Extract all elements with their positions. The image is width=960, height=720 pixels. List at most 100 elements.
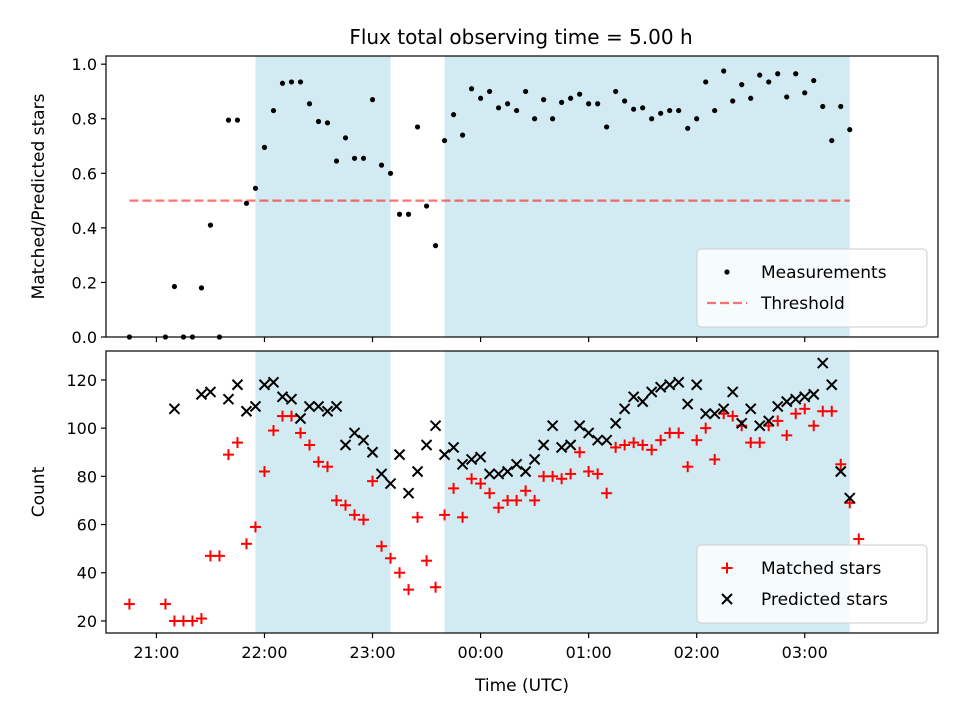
data-point-34-b [492, 468, 505, 480]
data-point-9 [222, 449, 234, 461]
data-point-2-b [195, 388, 208, 401]
data-point-6 [240, 405, 253, 417]
data-point-54-b [672, 376, 685, 389]
data-point-70 [775, 71, 781, 77]
data-point-11 [243, 200, 250, 206]
data-point-29 [405, 211, 412, 217]
data-point-39 [493, 502, 505, 514]
data-point-70-b [817, 357, 829, 369]
y-tick-label: 40 [77, 564, 97, 583]
data-point-49 [627, 391, 640, 403]
legend-marker [724, 269, 730, 275]
data-point-43-b [573, 420, 586, 432]
data-point-51 [645, 386, 658, 398]
data-point-67-b [790, 393, 802, 405]
data-point-6-b [240, 405, 253, 417]
shaded-interval-1 [255, 56, 391, 337]
data-point-17-b [339, 439, 352, 451]
data-point-21-b [375, 468, 388, 480]
data-point-26-b [420, 439, 433, 451]
data-point-53 [663, 379, 676, 391]
data-point-13-b [303, 400, 316, 413]
data-point-64 [721, 68, 727, 74]
data-point-8-b [258, 379, 271, 391]
data-point-5-b [231, 379, 244, 391]
data-point-43 [529, 494, 541, 506]
data-point-40 [504, 101, 511, 107]
data-point-28 [396, 211, 403, 217]
data-point-59-b [717, 403, 730, 415]
data-point-12-b [294, 412, 307, 425]
data-point-21 [333, 158, 340, 164]
data-point-57-b [699, 407, 712, 420]
data-point-47 [609, 417, 622, 430]
data-point-72 [835, 465, 847, 478]
y-tick-label: 120 [66, 371, 97, 390]
data-point-70 [772, 415, 784, 427]
data-point-42 [523, 88, 529, 95]
data-point-67 [790, 393, 802, 405]
data-point-22 [340, 499, 352, 511]
data-point-40-b [546, 420, 559, 432]
data-point-57 [655, 434, 667, 446]
data-point-2 [195, 388, 208, 401]
data-point-26 [376, 540, 388, 552]
data-point-1 [123, 598, 135, 610]
data-point-15-b [321, 405, 334, 417]
data-point-52 [613, 88, 619, 95]
series-matched-stars [123, 403, 865, 627]
data-point-31 [465, 453, 478, 466]
data-point-42 [564, 439, 577, 451]
data-point-34 [492, 468, 505, 480]
data-point-24 [402, 487, 415, 499]
legend-marker-b [721, 593, 733, 605]
data-point-62 [700, 422, 712, 434]
data-point-14 [270, 107, 277, 114]
data-point-48 [577, 91, 583, 97]
data-point-29 [403, 584, 415, 596]
data-point-58 [667, 107, 673, 114]
x-tick-label: 02:00 [674, 643, 720, 662]
data-point-39 [495, 105, 502, 111]
data-point-44 [582, 427, 595, 439]
data-point-71 [826, 379, 838, 391]
x-tick-label: 03:00 [782, 643, 828, 662]
data-point-44 [541, 97, 547, 103]
data-point-79 [853, 533, 865, 545]
data-point-72 [790, 408, 802, 420]
data-point-2 [159, 598, 171, 610]
legend: Matched stars Predicted stars [696, 544, 928, 624]
data-point-52-b [654, 381, 667, 393]
data-point-73 [802, 90, 808, 96]
data-point-33-b [483, 468, 496, 480]
data-point-20-b [366, 446, 379, 458]
data-point-30 [456, 458, 469, 470]
data-point-25-b [411, 465, 424, 478]
data-point-12 [249, 521, 261, 533]
data-point-29-b [447, 441, 460, 454]
data-point-43 [573, 420, 586, 432]
data-point-54 [631, 106, 637, 112]
data-point-7 [207, 222, 214, 228]
data-point-32 [430, 581, 442, 593]
y-tick-label: 0.6 [72, 164, 97, 183]
data-point-25 [411, 465, 424, 478]
shaded-interval-1 [255, 351, 391, 633]
data-point-41-b [555, 441, 568, 454]
data-point-41 [555, 441, 568, 454]
x-tick-label: 01:00 [566, 643, 612, 662]
data-point-32 [432, 243, 439, 249]
data-point-37 [477, 95, 484, 101]
data-point-35-b [501, 465, 514, 478]
data-point-60 [685, 125, 691, 131]
data-point-45 [550, 116, 556, 122]
data-point-24 [360, 155, 367, 161]
data-point-56 [646, 444, 658, 456]
data-point-38 [484, 487, 496, 499]
data-point-9 [225, 117, 232, 123]
data-point-52 [610, 441, 622, 453]
data-point-74 [808, 420, 820, 432]
data-point-54 [628, 437, 640, 449]
data-point-36 [466, 473, 478, 485]
data-point-48 [618, 403, 631, 415]
